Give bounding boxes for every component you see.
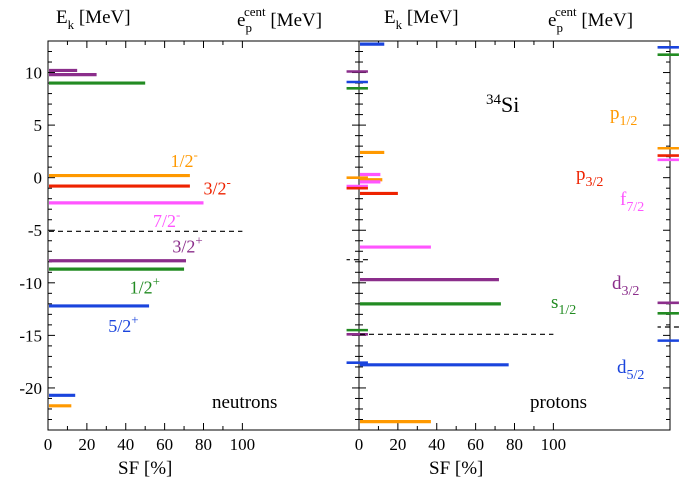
y-tick-label: -10 xyxy=(19,274,42,293)
neutron-plot-frame xyxy=(47,40,360,431)
orbital-label-p3-2: p3/2 xyxy=(576,164,603,190)
x-tick-label: 40 xyxy=(428,435,445,454)
neutron-energy-header: Ek [MeV] xyxy=(56,7,131,32)
proton-orbital-labels: p1/2 p3/2 f7/2 d3/2 s1/2 d5/2 xyxy=(551,103,644,383)
x-tick-label: 20 xyxy=(78,435,95,454)
x-tick-label: 40 xyxy=(117,435,134,454)
x-tick-label: 60 xyxy=(467,435,484,454)
x-tick-label: 20 xyxy=(389,435,406,454)
x-tick-label: 80 xyxy=(195,435,212,454)
y-tick-label: 0 xyxy=(34,169,43,188)
y-tick-label: 10 xyxy=(25,64,42,83)
level-label-p3-2: 3/2- xyxy=(204,174,231,198)
level-label-d3-2: 3/2+ xyxy=(172,232,202,256)
x-tick-label: 100 xyxy=(230,435,256,454)
x-tick-label: 0 xyxy=(355,435,364,454)
orbital-label-s1-2: s1/2 xyxy=(551,292,576,318)
x-tick-label: 0 xyxy=(44,435,53,454)
level-label-s1-2: 1/2+ xyxy=(130,273,160,297)
y-axis: -20 -15 -10 -5 0 5 10 xyxy=(19,40,670,431)
proton-x-axis-title: SF [%] xyxy=(429,458,483,479)
y-tick-label: -5 xyxy=(28,221,42,240)
level-label-f7-2: 7/2- xyxy=(153,207,180,231)
x-tick-label: 100 xyxy=(541,435,567,454)
proton-x-axis: 0 20 40 60 80 100 xyxy=(355,41,566,454)
orbital-label-p1-2: p1/2 xyxy=(610,103,637,129)
level-label-p1-2: 1/2- xyxy=(170,147,197,171)
neutron-levels xyxy=(49,68,368,408)
neutron-x-axis-title: SF [%] xyxy=(118,458,172,479)
orbital-label-d3-2: d3/2 xyxy=(612,273,639,299)
protons-panel-label: protons xyxy=(530,392,587,413)
neutron-centroid-header: epcent [MeV] xyxy=(237,4,322,35)
level-label-d5-2: 5/2+ xyxy=(108,312,138,336)
y-tick-label: -20 xyxy=(19,379,42,398)
proton-energy-header: Ek [MeV] xyxy=(384,7,459,32)
orbital-label-f7-2: f7/2 xyxy=(620,189,644,215)
y-tick-label: 5 xyxy=(34,116,43,135)
orbital-label-d5-2: d5/2 xyxy=(617,357,644,383)
x-tick-label: 80 xyxy=(506,435,523,454)
neutron-level-labels: 1/2- 3/2- 7/2-3/2+ 1/2+ 5/2+ xyxy=(108,147,231,336)
neutron-x-axis: 0 20 40 60 80 100 xyxy=(44,41,255,454)
neutrons-panel-label: neutrons xyxy=(212,392,277,413)
proton-levels xyxy=(360,42,679,424)
proton-centroid-header: epcent [MeV] xyxy=(548,4,633,35)
x-tick-label: 60 xyxy=(156,435,173,454)
nucleus-label: 34Si xyxy=(486,92,519,117)
y-tick-label: -15 xyxy=(19,326,42,345)
